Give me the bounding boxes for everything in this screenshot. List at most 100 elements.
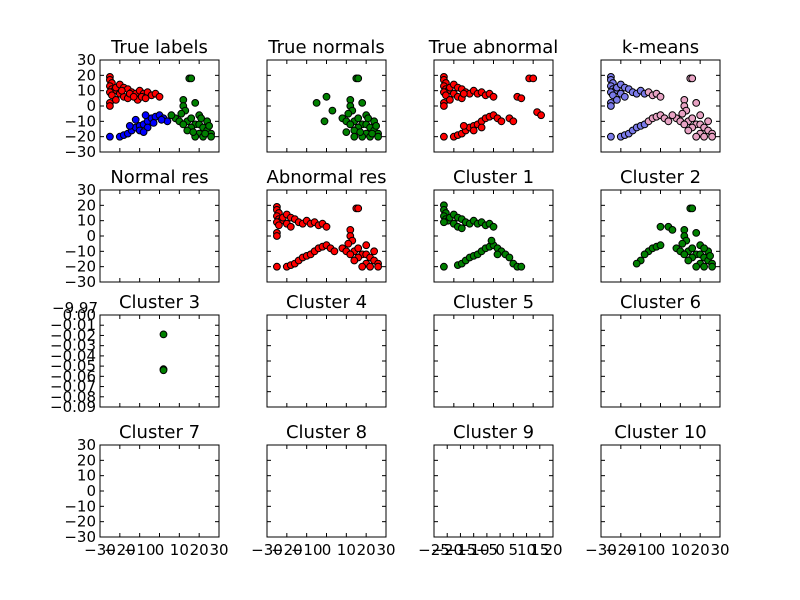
x-tick-label: −20 bbox=[431, 541, 463, 559]
data-point bbox=[632, 259, 641, 268]
subplot-title: k-means bbox=[622, 37, 699, 58]
subplot-title: Cluster 2 bbox=[620, 167, 701, 188]
data-point bbox=[607, 102, 615, 110]
subplot-title: Normal res bbox=[110, 167, 208, 188]
subplot-title: Cluster 7 bbox=[119, 422, 200, 443]
y-tick-label: 0.00 bbox=[63, 306, 96, 324]
data-point bbox=[346, 120, 355, 129]
data-point bbox=[362, 241, 371, 250]
data-point bbox=[354, 114, 363, 123]
data-point bbox=[344, 239, 353, 248]
y-tick-label: −10 bbox=[64, 112, 96, 130]
data-point bbox=[489, 92, 498, 101]
data-point bbox=[125, 122, 134, 130]
x-tick-label: 20 bbox=[357, 541, 376, 559]
data-point bbox=[529, 74, 538, 83]
data-point bbox=[459, 89, 468, 98]
data-point bbox=[368, 129, 377, 138]
data-point bbox=[680, 120, 689, 129]
data-point bbox=[346, 250, 355, 259]
data-point bbox=[477, 123, 486, 132]
data-point bbox=[273, 262, 281, 271]
data-point bbox=[692, 132, 701, 141]
data-point bbox=[688, 204, 697, 213]
data-point bbox=[692, 99, 701, 107]
x-tick-label: 0 bbox=[495, 541, 505, 559]
data-point bbox=[358, 262, 367, 271]
axes-frame bbox=[600, 444, 721, 538]
x-tick-label: −5 bbox=[476, 541, 498, 559]
x-tick-label: −15 bbox=[445, 541, 477, 559]
x-tick-label: −20 bbox=[271, 541, 303, 559]
data-point bbox=[440, 262, 448, 271]
x-tick-label: −10 bbox=[458, 541, 490, 559]
data-point bbox=[688, 114, 697, 123]
data-point bbox=[312, 99, 321, 107]
subplot-title: Cluster 8 bbox=[286, 422, 367, 443]
data-point bbox=[141, 111, 150, 120]
subplot-4: k-means bbox=[600, 37, 721, 153]
data-point bbox=[342, 128, 351, 137]
subplot-title: True normals bbox=[267, 37, 384, 58]
data-point bbox=[509, 117, 518, 126]
data-point bbox=[187, 74, 196, 83]
y-tick-label: −30 bbox=[64, 528, 96, 546]
data-point bbox=[678, 239, 687, 248]
axes-frame bbox=[266, 444, 387, 538]
y-tick-label: 0 bbox=[86, 482, 96, 500]
data-point bbox=[354, 244, 363, 253]
data-point bbox=[372, 122, 381, 130]
data-point bbox=[322, 222, 331, 231]
data-point bbox=[446, 96, 454, 104]
y-tick-label: −30 bbox=[64, 143, 96, 161]
x-tick-label: −10 bbox=[625, 541, 657, 559]
data-point bbox=[680, 250, 689, 259]
subplot-8: Cluster 2 bbox=[600, 167, 721, 283]
x-tick-label: 20 bbox=[543, 541, 562, 559]
subplot-2: True normals bbox=[266, 37, 387, 153]
x-tick-label: −20 bbox=[605, 541, 637, 559]
data-point bbox=[440, 102, 448, 110]
axes-frame bbox=[266, 314, 387, 408]
axes-frame bbox=[600, 314, 721, 408]
data-point bbox=[370, 247, 379, 256]
y-tick-label: 30 bbox=[77, 51, 96, 69]
data-point bbox=[440, 132, 448, 141]
data-point bbox=[700, 244, 708, 253]
y-tick-label: −10 bbox=[64, 242, 96, 260]
data-point bbox=[700, 262, 708, 271]
data-point bbox=[320, 117, 329, 126]
data-point bbox=[668, 111, 677, 120]
data-point bbox=[493, 250, 502, 259]
data-point bbox=[191, 99, 200, 107]
data-point bbox=[131, 115, 140, 124]
y-tick-label: −10 bbox=[64, 497, 96, 515]
x-tick-label: 15 bbox=[530, 541, 549, 559]
y-tick-label: −0.09 bbox=[50, 398, 96, 416]
data-point bbox=[678, 109, 687, 118]
data-point bbox=[167, 111, 176, 120]
data-point bbox=[700, 132, 708, 141]
y-tick-label: 20 bbox=[77, 451, 96, 469]
data-point bbox=[201, 129, 210, 138]
data-point bbox=[692, 229, 701, 237]
x-tick-label: 30 bbox=[209, 541, 228, 559]
subplot-title: Cluster 4 bbox=[286, 292, 367, 313]
data-point bbox=[187, 114, 196, 123]
x-tick-label: −20 bbox=[104, 541, 136, 559]
data-point bbox=[374, 132, 383, 141]
data-point bbox=[159, 366, 168, 375]
y-tick-label: 30 bbox=[77, 436, 96, 454]
data-point bbox=[106, 102, 114, 110]
axes-frame bbox=[99, 444, 220, 538]
data-point bbox=[374, 262, 383, 271]
y-tick-label: −0.08 bbox=[50, 388, 96, 406]
subplot-title: Abnormal res bbox=[267, 167, 387, 188]
data-point bbox=[177, 109, 186, 118]
data-point bbox=[205, 122, 214, 130]
y-tick-label: −0.01 bbox=[50, 316, 96, 334]
data-point bbox=[344, 109, 353, 118]
subplot-11: Cluster 5 bbox=[433, 292, 554, 408]
subplot-title: Cluster 3 bbox=[119, 292, 200, 313]
